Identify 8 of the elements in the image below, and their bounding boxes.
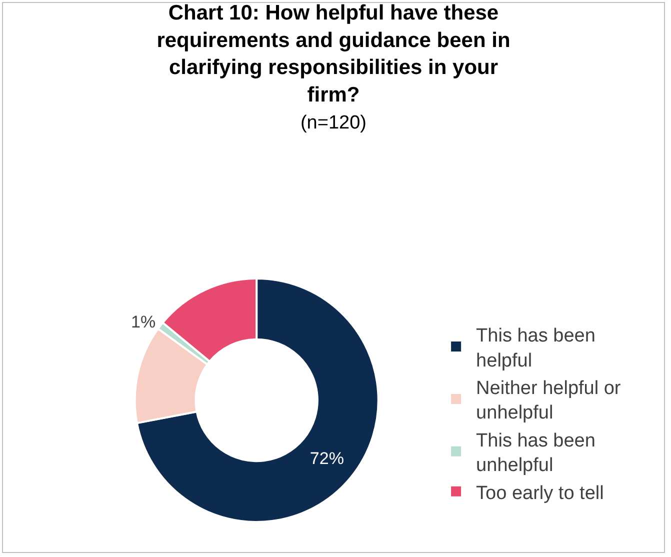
legend-label: This has been unhelpful xyxy=(476,430,596,476)
data-label: 72% xyxy=(310,448,344,468)
legend-label: Neither helpful or unhelpful xyxy=(476,378,622,424)
legend-label: Too early to tell xyxy=(476,482,604,504)
chart-subtitle: (n=120) xyxy=(300,112,367,134)
legend-label: This has been helpful xyxy=(476,326,596,372)
chart-title: Chart 10: How helpful have these requirements and guidance been in clarifying responsibilities in your firm? xyxy=(156,1,510,106)
data-label: 1% xyxy=(131,312,156,332)
